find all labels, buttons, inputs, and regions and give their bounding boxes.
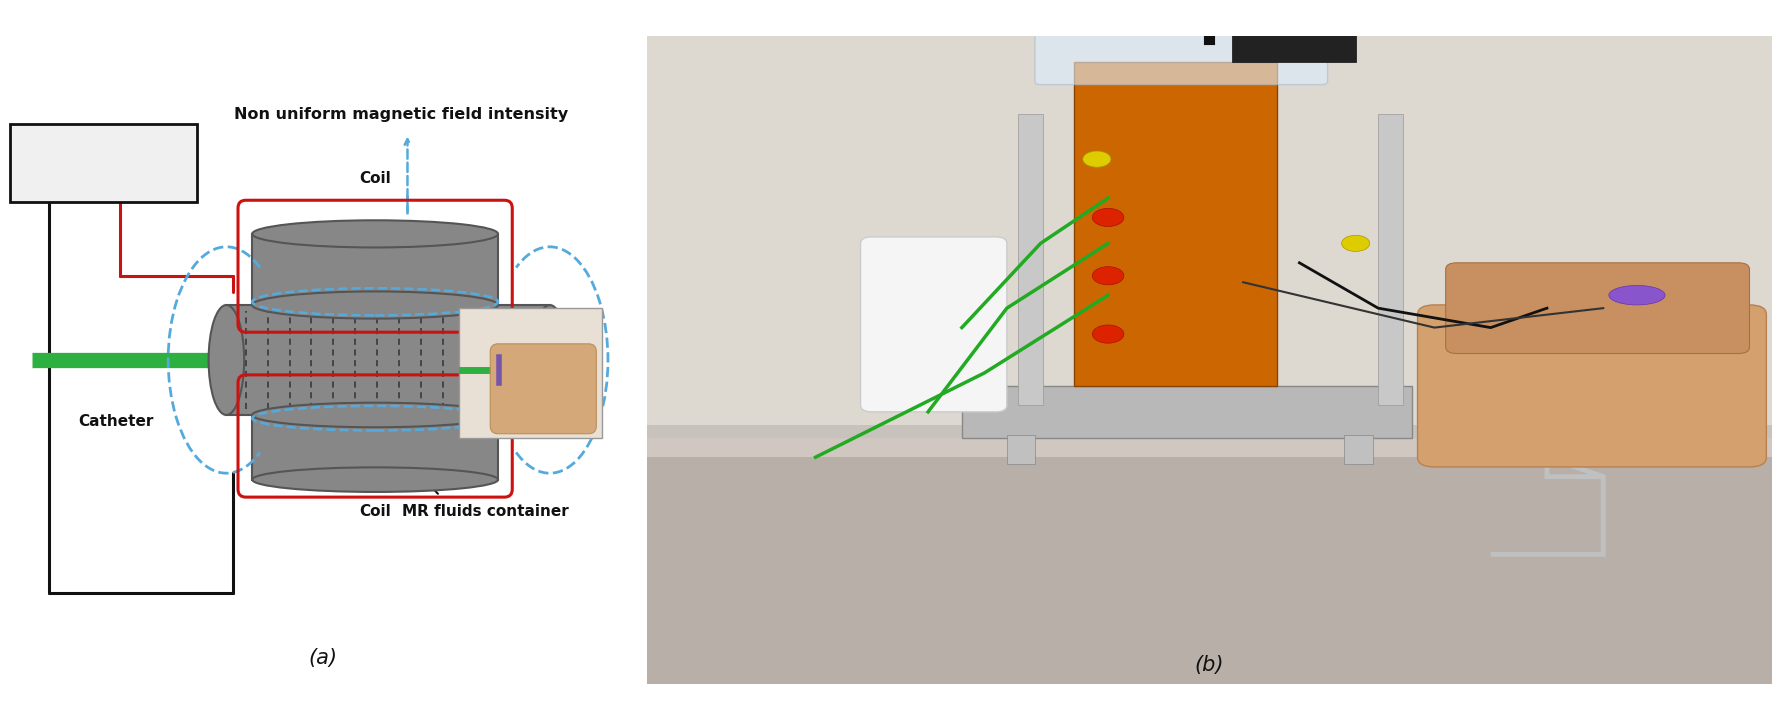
Bar [1232, 0, 1356, 62]
Text: MR fluids container: MR fluids container [402, 505, 569, 520]
Text: Catheter: Catheter [78, 414, 154, 429]
FancyBboxPatch shape [861, 237, 1006, 412]
Ellipse shape [1341, 235, 1370, 251]
Bar [1006, 434, 1035, 464]
Text: Coil: Coil [360, 171, 392, 186]
Text: Coil: Coil [360, 505, 392, 520]
Ellipse shape [1092, 325, 1123, 343]
Bar [1379, 114, 1403, 405]
Bar [647, 438, 1772, 457]
Ellipse shape [252, 467, 498, 492]
Bar [227, 305, 549, 415]
Ellipse shape [252, 292, 498, 319]
FancyBboxPatch shape [491, 344, 597, 433]
Text: (b): (b) [1194, 654, 1224, 675]
Bar [962, 386, 1412, 438]
FancyBboxPatch shape [1446, 263, 1749, 354]
Ellipse shape [1083, 151, 1111, 167]
Bar [647, 36, 1772, 425]
FancyBboxPatch shape [1035, 0, 1327, 85]
Text: +: + [112, 175, 128, 193]
Bar [252, 234, 498, 305]
Bar [647, 438, 1772, 684]
Bar [459, 308, 601, 438]
Text: Power supply: Power supply [46, 147, 161, 162]
FancyBboxPatch shape [9, 124, 197, 202]
Text: Non uniform magnetic field intensity: Non uniform magnetic field intensity [234, 107, 569, 122]
Bar [1345, 434, 1373, 464]
Ellipse shape [252, 220, 498, 248]
Text: −: − [41, 175, 57, 193]
Bar [1019, 114, 1044, 405]
Ellipse shape [1092, 208, 1123, 227]
Ellipse shape [1092, 266, 1123, 285]
FancyBboxPatch shape [1418, 305, 1767, 467]
Text: (a): (a) [308, 647, 338, 667]
Bar [252, 415, 498, 480]
Ellipse shape [252, 402, 498, 427]
Bar [1074, 62, 1278, 386]
Ellipse shape [209, 305, 245, 415]
Ellipse shape [1609, 285, 1666, 305]
Ellipse shape [532, 305, 567, 415]
